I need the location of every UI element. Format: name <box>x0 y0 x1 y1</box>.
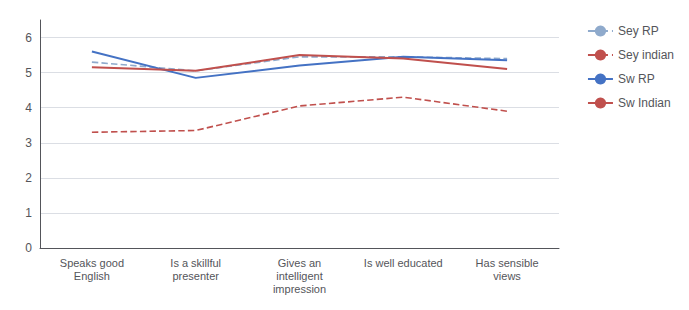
svg-text:Sw RP: Sw RP <box>618 72 655 86</box>
svg-text:6: 6 <box>25 31 32 45</box>
svg-text:Speaks good: Speaks good <box>60 257 124 269</box>
svg-text:3: 3 <box>25 136 32 150</box>
svg-text:5: 5 <box>25 66 32 80</box>
svg-text:Gives an: Gives an <box>278 257 321 269</box>
svg-text:impression: impression <box>273 283 326 295</box>
svg-text:views: views <box>493 270 521 282</box>
svg-text:intelligent: intelligent <box>276 270 322 282</box>
svg-text:Sw Indian: Sw Indian <box>618 96 671 110</box>
svg-text:English: English <box>74 270 110 282</box>
svg-text:0: 0 <box>25 241 32 255</box>
svg-text:2: 2 <box>25 171 32 185</box>
svg-text:Has sensible: Has sensible <box>476 257 539 269</box>
svg-text:Is a skillful: Is a skillful <box>170 257 221 269</box>
svg-text:4: 4 <box>25 101 32 115</box>
svg-text:Is well educated: Is well educated <box>364 257 443 269</box>
svg-text:1: 1 <box>25 206 32 220</box>
svg-text:Sey indian: Sey indian <box>618 48 674 62</box>
svg-text:Sey RP: Sey RP <box>618 24 659 38</box>
svg-text:presenter: presenter <box>172 270 219 282</box>
